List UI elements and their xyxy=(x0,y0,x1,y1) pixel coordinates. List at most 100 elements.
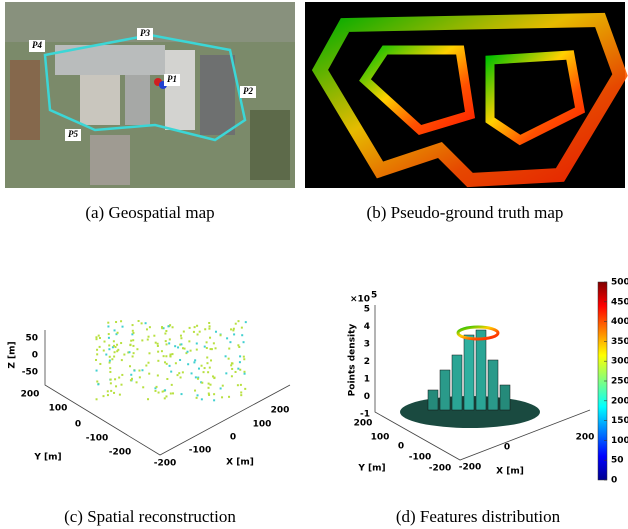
cloud-point xyxy=(237,384,239,386)
cloud-point xyxy=(167,325,169,327)
cloud-point xyxy=(103,350,105,352)
cloud-point xyxy=(158,392,160,394)
cloud-point xyxy=(115,321,117,323)
cloud-point xyxy=(110,379,112,381)
cloud-point xyxy=(175,362,177,364)
cloud-point xyxy=(230,364,232,366)
cloud-point xyxy=(194,359,196,361)
cloud-point xyxy=(204,346,206,348)
cloud-point xyxy=(109,371,111,373)
cloud-point xyxy=(225,355,227,357)
cloud-point xyxy=(164,397,166,399)
cloud-point xyxy=(240,394,242,396)
cloud-point xyxy=(147,398,149,400)
cloud-point xyxy=(199,331,201,333)
cloud-point xyxy=(149,326,151,328)
caption: (c) Spatial reconstruction xyxy=(64,507,236,526)
cloud-point xyxy=(194,326,196,328)
cloud-point xyxy=(197,394,199,396)
cloud-point xyxy=(195,376,197,378)
cloud-point xyxy=(132,332,134,334)
colorbar-tick-label: 150 xyxy=(611,416,628,426)
cloud-point xyxy=(244,388,246,390)
cloud-point xyxy=(191,372,193,374)
cloud-point xyxy=(157,360,159,362)
cloud-point xyxy=(108,348,110,350)
cloud-point xyxy=(110,382,112,384)
cloud-point xyxy=(181,393,183,395)
cloud-point xyxy=(172,326,174,328)
colorbar-tick-label: 450 xyxy=(611,297,628,307)
cloud-point xyxy=(121,359,123,361)
cloud-point xyxy=(145,365,147,367)
colorbar-tick-label: 50 xyxy=(611,456,624,466)
cloud-point xyxy=(99,337,101,339)
cloud-point xyxy=(122,326,124,328)
cloud-point xyxy=(237,368,239,370)
cloud-point xyxy=(238,346,240,348)
cloud-point xyxy=(164,333,166,335)
cloud-point xyxy=(111,358,113,360)
y-tick: 100 xyxy=(49,404,68,414)
x-tick: 200 xyxy=(576,433,595,443)
cloud-point xyxy=(228,348,230,350)
cloud-point xyxy=(241,327,243,329)
cloud-point xyxy=(96,381,98,383)
cloud-point xyxy=(114,351,116,353)
cloud-point xyxy=(113,356,115,358)
cloud-point xyxy=(180,335,182,337)
cloud-point xyxy=(221,396,223,398)
cloud-point xyxy=(157,343,159,345)
cloud-point xyxy=(245,321,247,323)
point-cloud xyxy=(45,320,290,455)
x-label: X [m] xyxy=(226,458,254,468)
cloud-point xyxy=(235,371,237,373)
z-tick: 3 xyxy=(364,340,370,350)
cloud-point xyxy=(109,356,111,358)
caption: (d) Features distribution xyxy=(396,507,561,526)
cloud-point xyxy=(147,339,149,341)
map-label: P3 xyxy=(140,28,150,38)
cloud-point xyxy=(154,390,156,392)
cloud-point xyxy=(130,340,132,342)
cloud-point xyxy=(121,374,123,376)
cloud-point xyxy=(197,333,199,335)
cloud-point xyxy=(118,377,120,379)
colorbar-tick-label: 100 xyxy=(611,436,628,446)
cloud-point xyxy=(107,390,109,392)
cloud-point xyxy=(131,378,133,380)
cloud-point xyxy=(232,329,234,331)
cloud-point xyxy=(226,337,228,339)
cloud-point xyxy=(220,387,222,389)
colorbar-tick-label: 400 xyxy=(611,317,628,327)
cloud-point xyxy=(138,370,140,372)
cloud-point xyxy=(156,386,158,388)
cloud-point xyxy=(136,381,138,383)
z-label: Z [m] xyxy=(8,341,18,368)
cloud-point xyxy=(113,345,115,347)
cloud-point xyxy=(204,367,206,369)
map-label: P4 xyxy=(32,40,42,50)
cloud-point xyxy=(141,369,143,371)
cloud-point xyxy=(213,342,215,344)
map-label: P5 xyxy=(68,129,78,139)
ground-truth-map xyxy=(305,2,625,188)
cloud-point xyxy=(225,372,227,374)
x-tick: 0 xyxy=(504,443,510,453)
cloud-point xyxy=(155,342,157,344)
cloud-point xyxy=(240,384,242,386)
cloud-point xyxy=(194,390,196,392)
cloud-point xyxy=(114,378,116,380)
cloud-point xyxy=(153,335,155,337)
y-label: Y [m] xyxy=(357,464,385,474)
caption: (a) Geospatial map xyxy=(85,203,214,222)
cloud-point xyxy=(180,337,182,339)
cloud-point xyxy=(117,349,119,351)
cloud-point xyxy=(210,348,212,350)
x-tick: -200 xyxy=(154,459,177,469)
cloud-point xyxy=(128,351,130,353)
cloud-point xyxy=(239,361,241,363)
cloud-point xyxy=(206,362,208,364)
cloud-point xyxy=(108,344,110,346)
x-tick: -200 xyxy=(459,463,482,473)
